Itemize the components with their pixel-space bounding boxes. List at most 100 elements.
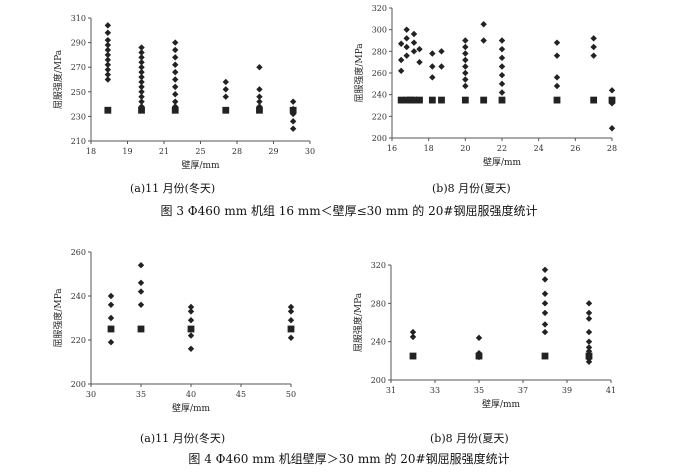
diamond-point [107, 292, 115, 300]
diamond-point [187, 303, 195, 311]
diamond-point [222, 86, 229, 93]
diamond-point [553, 82, 561, 90]
diamond-point [585, 328, 593, 336]
diamond-point [137, 279, 145, 286]
diamond-point [137, 262, 145, 269]
diamond-point [462, 76, 469, 83]
square-point [409, 352, 417, 360]
diamond-point [585, 338, 593, 345]
square-point [475, 352, 483, 360]
y-axis-label: 屈服强度/MPa [52, 288, 64, 348]
x-tick-label: 41 [606, 386, 616, 395]
x-tick-label: 30 [86, 390, 96, 399]
diamond-point [410, 39, 418, 46]
diamond-point [104, 36, 112, 44]
square-point [222, 106, 230, 114]
square-point [553, 96, 561, 104]
y-tick-label: 260 [71, 248, 86, 257]
diamond-point [138, 73, 145, 81]
chart-1: 210 230 250 270 290 310 18 19 21 25 28 29 30 壁厚/mm 屈服强… [52, 14, 315, 171]
diamond-point [287, 303, 295, 311]
diamond-point [403, 35, 410, 42]
square-point [608, 96, 616, 104]
diamond-point [289, 118, 297, 125]
x-axis-label: 壁厚/mm [172, 402, 211, 414]
diamond-point [590, 43, 597, 51]
y-tick-label: 220 [372, 112, 387, 121]
diamond-point [104, 41, 112, 49]
y-tick-label: 250 [71, 88, 86, 97]
x-tick-label: 25 [195, 147, 205, 156]
x-tick-label: 20 [460, 144, 470, 153]
y-tick-label: 240 [372, 91, 387, 100]
square-point [416, 96, 423, 104]
diamond-point [256, 98, 263, 105]
diamond-point [541, 309, 549, 317]
diamond-point [397, 56, 405, 64]
diamond-point [410, 30, 418, 38]
y-tick-label: 210 [71, 137, 86, 146]
y-axis-label: 屈服强度/MPa [353, 43, 365, 103]
diamond-point [541, 276, 549, 283]
diamond-point [462, 63, 469, 70]
diamond-point [429, 50, 436, 57]
y-axis-label: 屈服强度/MPa [352, 292, 364, 352]
diamond-point [498, 45, 506, 53]
diamond-point [541, 328, 549, 336]
x-tick-label: 37 [518, 386, 528, 395]
diamond-point [585, 358, 593, 365]
diamond-point [403, 52, 410, 59]
diamond-point [409, 333, 417, 341]
x-tick-label: 26 [570, 144, 580, 153]
square-point [171, 106, 179, 114]
x-axis-label: 壁厚/mm [482, 398, 521, 410]
y-tick-label: 200 [371, 376, 386, 385]
x-tick-label: 45 [236, 390, 246, 399]
x-tick-label: 28 [607, 144, 617, 153]
y-tick-label: 270 [71, 63, 86, 72]
y-tick-label: 200 [71, 380, 86, 389]
diamond-point [585, 300, 593, 307]
diamond-point [608, 125, 616, 132]
diamond-point [438, 48, 445, 55]
diamond-point [138, 54, 145, 61]
square-point [104, 106, 112, 114]
diamond-point [462, 82, 469, 90]
diamond-point [590, 52, 597, 59]
diamond-point [187, 345, 195, 352]
diamond-point [104, 22, 112, 29]
diamond-point [104, 56, 112, 64]
chart-3: 200 220 240 260 30 35 40 45 50 壁厚/mm 屈服强度/MPa [52, 248, 296, 414]
diamond-point [289, 98, 297, 105]
x-tick-label: 18 [424, 144, 434, 153]
diamond-point [172, 76, 179, 83]
diamond-point [138, 98, 145, 105]
diamond-point [187, 317, 195, 324]
x-tick-label: 28 [232, 147, 242, 156]
x-tick-label: 31 [386, 386, 396, 395]
diamond-point [104, 46, 112, 54]
diamond-point [172, 83, 179, 91]
square-point [289, 106, 297, 114]
y-tick-label: 200 [372, 134, 387, 143]
diamond-point [172, 39, 179, 46]
diamond-point [498, 89, 506, 96]
square-point [461, 96, 469, 104]
square-point [480, 96, 488, 104]
x-tick-label: 39 [562, 386, 572, 395]
square-point [187, 325, 195, 333]
x-tick-label: 35 [474, 386, 484, 395]
diamond-point [256, 86, 263, 93]
x-tick-label: 18 [86, 147, 96, 156]
diamond-point [410, 48, 418, 55]
diamond-point [172, 46, 179, 54]
diamond-point [287, 334, 295, 341]
diamond-point [138, 68, 145, 76]
diamond-point [104, 51, 112, 59]
diamond-point [172, 68, 179, 76]
y-tick-label: 280 [372, 47, 387, 56]
diamond-point [429, 74, 436, 81]
diamond-point [409, 328, 417, 336]
fig3a-subcaption: (a)11 月份(冬天) [130, 181, 215, 195]
